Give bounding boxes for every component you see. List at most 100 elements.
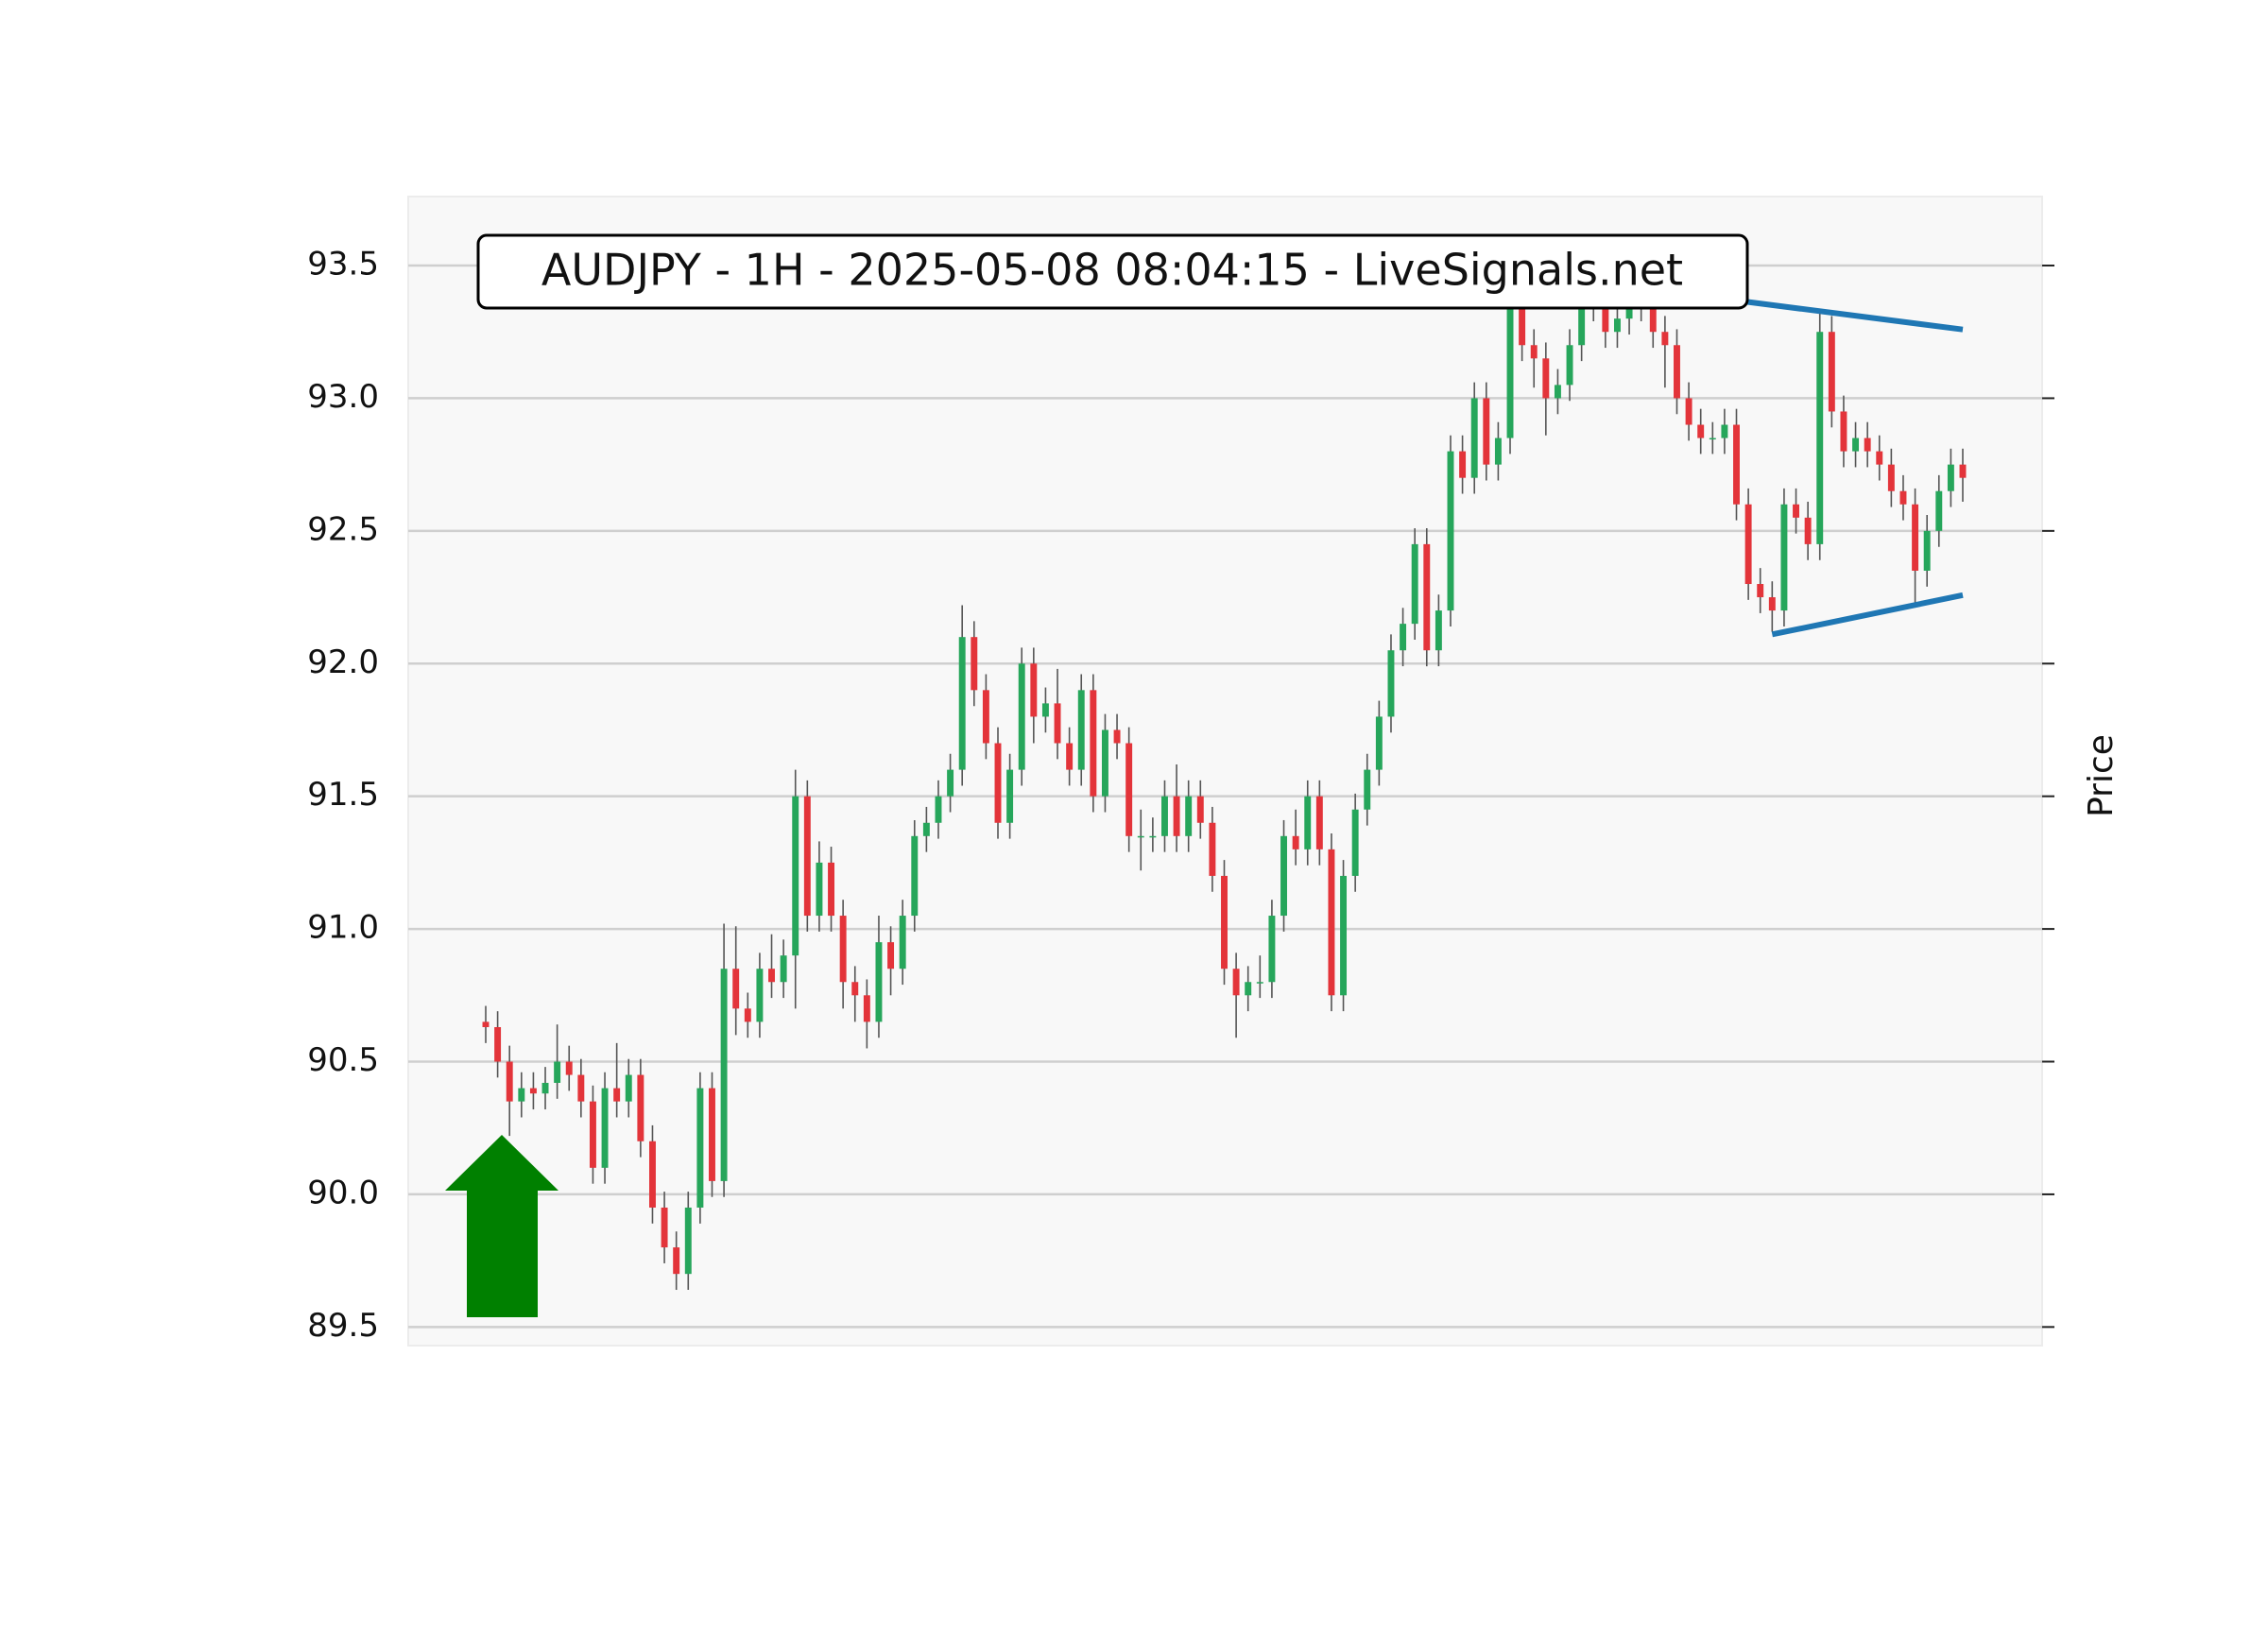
candle-body bbox=[1816, 332, 1824, 544]
candle-body bbox=[1423, 543, 1431, 651]
candle-body bbox=[541, 1082, 549, 1094]
trendline bbox=[1771, 592, 1964, 638]
candle-body bbox=[1959, 464, 1967, 478]
candle-body bbox=[1006, 769, 1014, 823]
y-axis-label: Price bbox=[2082, 734, 2121, 817]
candle-body bbox=[1709, 438, 1716, 440]
candle-body bbox=[1400, 624, 1407, 651]
candle-body bbox=[1685, 398, 1692, 425]
candle-body bbox=[1483, 398, 1490, 465]
candle-body bbox=[1125, 743, 1133, 836]
candle-body bbox=[1292, 835, 1299, 849]
candle-body bbox=[1554, 385, 1561, 399]
candle-body bbox=[958, 637, 966, 770]
candle-body bbox=[1066, 743, 1074, 770]
candle-body bbox=[554, 1061, 561, 1083]
candle-body bbox=[1768, 597, 1776, 611]
candle-body bbox=[744, 1008, 751, 1022]
candle-body bbox=[1530, 345, 1538, 359]
candle-body bbox=[1221, 875, 1228, 969]
candle-body bbox=[1721, 424, 1728, 438]
candle-body bbox=[1793, 504, 1799, 518]
candle-body bbox=[506, 1061, 513, 1102]
candle-body bbox=[494, 1027, 502, 1062]
candle-body bbox=[1245, 982, 1252, 996]
y-tick-label: 90.0 bbox=[307, 1174, 379, 1211]
candle-body bbox=[1697, 424, 1705, 438]
candle-body bbox=[720, 969, 728, 1181]
candle-body bbox=[851, 982, 859, 996]
candle-body bbox=[613, 1088, 621, 1102]
candle-body bbox=[1625, 305, 1633, 319]
candle-body bbox=[1328, 849, 1335, 996]
y-tick-label: 92.5 bbox=[307, 510, 379, 548]
candle-body bbox=[637, 1074, 644, 1141]
candle-body bbox=[1196, 796, 1204, 823]
candle-body bbox=[1232, 969, 1240, 996]
title-box bbox=[476, 233, 1749, 310]
candle-body bbox=[1912, 504, 1919, 571]
y-tick-label: 91.5 bbox=[307, 776, 379, 814]
chart-title: AUDJPY - 1H - 2025-05-08 08:04:15 - Live… bbox=[541, 245, 1683, 296]
candle-body bbox=[1840, 411, 1847, 452]
candle-body bbox=[1757, 584, 1764, 598]
candle-body bbox=[1268, 916, 1276, 983]
candle-body bbox=[994, 743, 1002, 823]
candle-body bbox=[1315, 796, 1323, 849]
y-tick-label: 90.5 bbox=[307, 1041, 379, 1079]
candle-body bbox=[1887, 464, 1895, 491]
candle-body bbox=[1077, 690, 1085, 770]
candle-body bbox=[1149, 835, 1157, 838]
candle-body bbox=[601, 1088, 609, 1168]
candle-body bbox=[565, 1061, 573, 1075]
candle-body bbox=[1137, 835, 1144, 838]
y-tick-label: 91.0 bbox=[307, 909, 379, 947]
candle-body bbox=[1828, 332, 1835, 412]
candle-body bbox=[1947, 464, 1954, 491]
candle-body bbox=[529, 1088, 537, 1094]
candle-body bbox=[1101, 729, 1108, 797]
candle-body bbox=[1280, 835, 1287, 917]
candle-body bbox=[1054, 703, 1061, 744]
candle-body bbox=[982, 690, 989, 744]
candle-body bbox=[1613, 318, 1621, 333]
candle-body bbox=[1340, 875, 1348, 996]
candle-body bbox=[1256, 982, 1263, 984]
candle-body bbox=[1923, 530, 1931, 571]
candle-body bbox=[1935, 490, 1943, 531]
candle-body bbox=[899, 916, 906, 969]
candle-body bbox=[649, 1141, 656, 1208]
candle-body bbox=[1661, 332, 1669, 346]
candle-body bbox=[803, 796, 811, 917]
candle-body bbox=[1364, 769, 1371, 810]
y-tick-label: 93.0 bbox=[307, 378, 379, 416]
candle-body bbox=[589, 1101, 596, 1168]
candle-body bbox=[1041, 703, 1049, 717]
candle-body bbox=[1494, 438, 1502, 465]
candle-body bbox=[1876, 451, 1883, 465]
candle-body bbox=[863, 995, 870, 1022]
candle-body bbox=[875, 942, 883, 1022]
candle-body bbox=[696, 1088, 704, 1208]
candle-body bbox=[1375, 716, 1383, 770]
candle-body bbox=[971, 637, 978, 691]
trendlines bbox=[1724, 296, 1964, 638]
candle-body bbox=[1674, 345, 1680, 399]
candle-body bbox=[1506, 305, 1514, 438]
candle-body bbox=[1304, 796, 1312, 849]
candle-body bbox=[625, 1074, 632, 1102]
candle-body bbox=[1173, 796, 1180, 836]
candle-body bbox=[482, 1021, 490, 1028]
candle-body bbox=[1602, 305, 1609, 333]
candle-body bbox=[1566, 345, 1573, 386]
candle-body bbox=[1649, 305, 1657, 333]
candle-body bbox=[518, 1088, 525, 1102]
candle-body bbox=[947, 769, 954, 797]
candle-body bbox=[1519, 305, 1526, 346]
candle-body bbox=[792, 796, 799, 956]
candle-body bbox=[673, 1247, 680, 1275]
candle-body bbox=[1542, 358, 1550, 399]
candle-body bbox=[1435, 610, 1442, 651]
candle-body bbox=[1411, 543, 1418, 625]
